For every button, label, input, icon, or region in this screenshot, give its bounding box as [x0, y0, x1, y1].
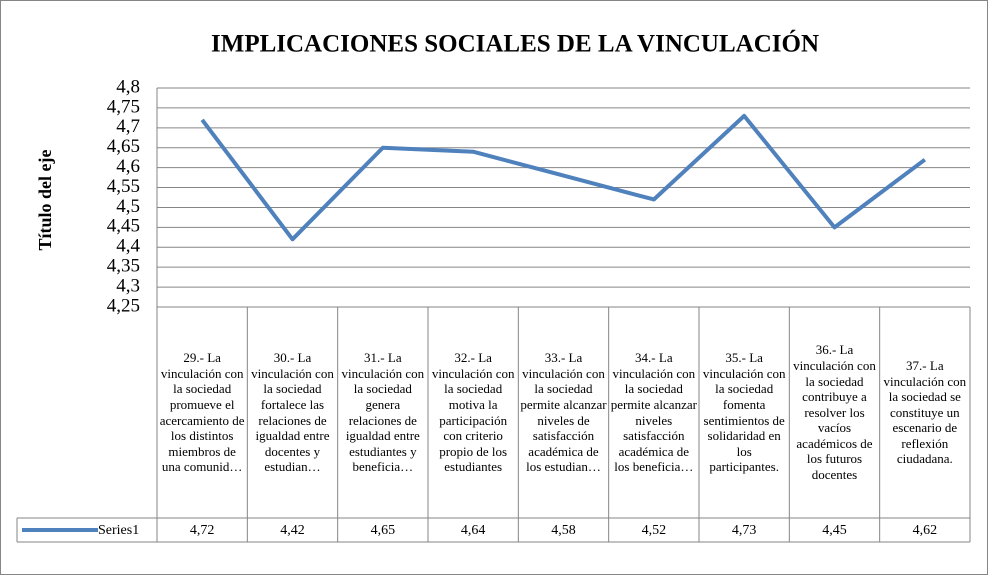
- y-tick-label: 4,8: [116, 76, 140, 97]
- y-tick-label: 4,4: [116, 236, 140, 257]
- y-tick-label: 4,65: [107, 136, 140, 157]
- y-tick-label: 4,7: [116, 116, 140, 137]
- category-label: 32.- La vinculación con la sociedad moti…: [431, 350, 515, 475]
- value-label: 4,42: [280, 523, 305, 538]
- y-tick-label: 4,45: [107, 216, 140, 237]
- category-label: 30.- La vinculación con la sociedad fort…: [251, 350, 334, 475]
- category-label: 33.- La vinculación con la sociedad perm…: [520, 350, 607, 475]
- y-axis-title: Título del eje: [35, 150, 55, 251]
- value-label: 4,62: [913, 523, 938, 538]
- value-label: 4,73: [732, 523, 757, 538]
- y-tick-label: 4,35: [107, 256, 140, 277]
- category-label: 35.- La vinculación con la sociedad fome…: [702, 350, 786, 475]
- y-tick-label: 4,5: [116, 196, 140, 217]
- value-label: 4,72: [190, 523, 215, 538]
- value-label: 4,64: [461, 523, 486, 538]
- legend-label: Series1: [98, 523, 139, 538]
- category-label: 29.- La vinculación con la sociedad prom…: [159, 350, 245, 475]
- category-label: 37.- La vinculación con la sociedad se c…: [883, 357, 967, 467]
- y-tick-label: 4,6: [116, 156, 140, 177]
- y-tick-label: 4,3: [116, 275, 140, 296]
- y-tick-label: 4,25: [107, 295, 140, 316]
- data-line: [200, 113, 927, 242]
- value-label: 4,45: [822, 523, 847, 538]
- value-label: 4,65: [371, 523, 396, 538]
- category-label: 36.- La vinculación con la sociedad cont…: [793, 342, 876, 483]
- y-tick-label: 4,55: [107, 176, 140, 197]
- value-label: 4,52: [642, 523, 667, 538]
- category-label: 34.- La vinculación con la sociedad perm…: [610, 350, 697, 475]
- category-label: 31.- La vinculación con la sociedad gene…: [341, 350, 425, 475]
- chart-title: IMPLICACIONES SOCIALES DE LA VINCULACIÓN: [211, 30, 819, 58]
- y-tick-label: 4,75: [107, 96, 140, 117]
- value-label: 4,58: [551, 523, 576, 538]
